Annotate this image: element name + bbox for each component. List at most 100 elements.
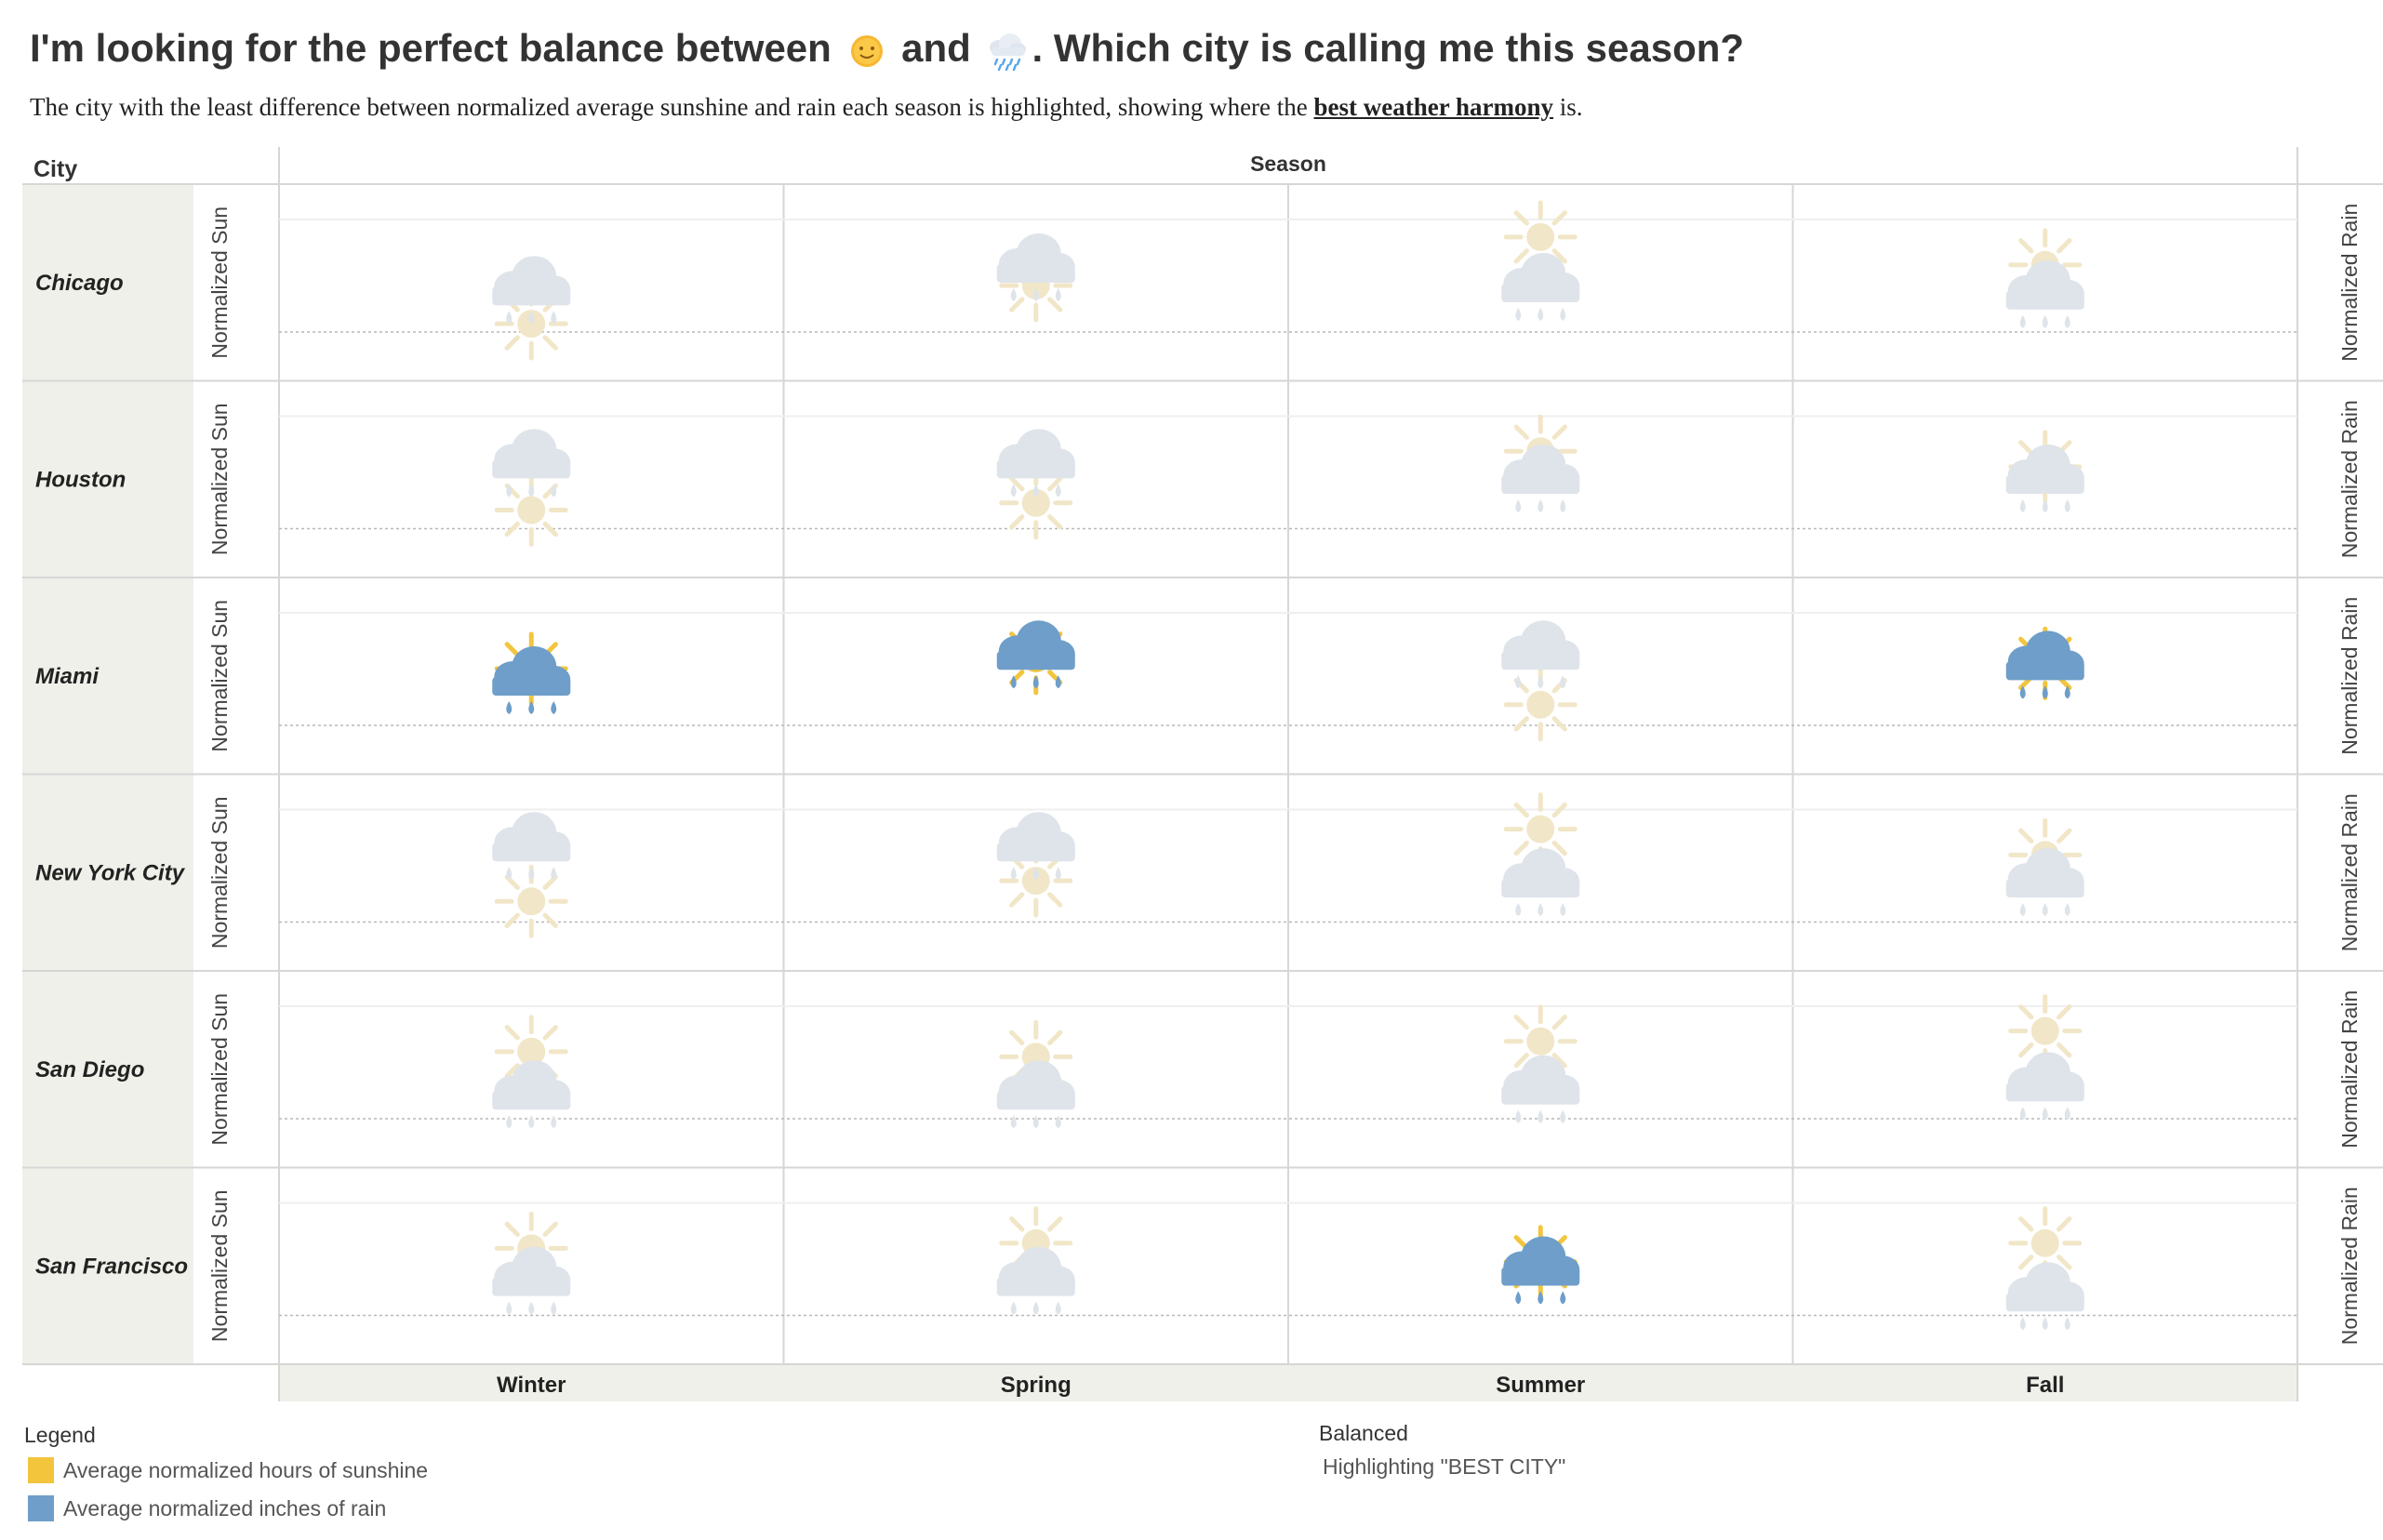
cloud-base — [2005, 1293, 2084, 1312]
rain-drop — [1538, 499, 1544, 512]
sun-core — [2030, 1228, 2059, 1257]
cloud-base — [996, 843, 1075, 862]
season-label: Winter — [497, 1373, 566, 1398]
sun-ray — [1047, 514, 1063, 530]
rain-drop — [528, 311, 535, 325]
city-label: New York City — [35, 860, 186, 885]
axis-label-sun: Normalized Sun — [207, 993, 232, 1146]
rain-drop — [2042, 314, 2048, 328]
weather-mark — [996, 1019, 1075, 1129]
weather-mark — [996, 429, 1075, 540]
rain-drop — [1010, 1301, 1017, 1315]
rain-drop — [2064, 1107, 2070, 1121]
cloud-base — [1501, 651, 1580, 670]
sun-core — [1021, 867, 1050, 896]
sun-ray — [1551, 1053, 1567, 1069]
season-label: Spring — [1001, 1373, 1072, 1398]
cloud-base — [2005, 290, 2084, 310]
rain-drop — [551, 484, 557, 498]
legend-rain-swatch — [28, 1495, 54, 1521]
rain-drop — [1010, 287, 1017, 301]
sun-ray — [1009, 297, 1025, 312]
sun-core — [517, 496, 546, 524]
legend-sun-swatch — [28, 1457, 54, 1483]
sun-ray — [1047, 892, 1063, 908]
sun-ray — [2057, 1042, 2072, 1058]
cloud-base — [492, 677, 571, 697]
axis-label-sun: Normalized Sun — [207, 1189, 232, 1342]
sun-ray — [2018, 1042, 2034, 1058]
sun-core — [1021, 488, 1050, 517]
sun-core — [2030, 1016, 2059, 1045]
cloud-base — [2005, 879, 2084, 898]
weather-mark-highlighted — [2005, 626, 2084, 700]
weather-mark-highlighted — [996, 620, 1075, 696]
rain-drop — [1032, 867, 1039, 881]
rain-drop — [1010, 484, 1017, 498]
sun-ray — [1551, 1015, 1567, 1030]
rain-drop — [551, 311, 557, 325]
sun-ray — [504, 1025, 520, 1041]
weather-mark — [492, 429, 571, 548]
legend-sun-label: Average normalized hours of sunshine — [63, 1458, 429, 1482]
sun-emoji-icon — [850, 34, 883, 67]
axis-label-rain: Normalized Rain — [2337, 204, 2362, 362]
weather-mark-highlighted — [492, 631, 571, 715]
city-label: Miami — [35, 664, 100, 689]
rain-drop — [1515, 308, 1522, 322]
sun-ray — [1513, 248, 1529, 264]
rain-drop — [1538, 675, 1544, 689]
rain-drop — [551, 867, 557, 881]
rain-drop — [1055, 287, 1061, 301]
cloud-base — [996, 1277, 1075, 1296]
axis-label-sun: Normalized Sun — [207, 206, 232, 359]
rain-drop — [2019, 499, 2026, 512]
weather-mark — [2005, 228, 2084, 328]
sun-core — [1526, 222, 1555, 251]
rain-drop — [2064, 314, 2070, 328]
title-part-1: I'm looking for the perfect balance betw… — [30, 26, 832, 70]
weather-mark — [2005, 994, 2084, 1121]
rain-drop — [1032, 484, 1039, 498]
rain-drop — [1560, 903, 1566, 917]
sun-core — [1526, 1027, 1555, 1055]
rain-drop — [1032, 675, 1039, 689]
sun-ray — [2018, 1216, 2034, 1232]
rain-drop — [1055, 675, 1061, 689]
rain-drop — [2064, 685, 2070, 699]
rain-drop — [1515, 903, 1522, 917]
page-title: I'm looking for the perfect balance betw… — [30, 26, 1744, 72]
weather-mark — [996, 812, 1075, 918]
season-label: Summer — [1496, 1373, 1585, 1398]
cloud-base — [2005, 661, 2084, 681]
rain-drop — [528, 1115, 535, 1129]
sun-ray — [504, 1063, 520, 1079]
cloud-base — [1501, 1085, 1580, 1105]
weather-mark — [1501, 1004, 1580, 1123]
rain-drop — [2019, 1107, 2026, 1121]
city-header: City — [33, 156, 77, 182]
weather-mark — [492, 812, 571, 938]
sun-ray — [1551, 802, 1567, 818]
rain-drop — [1515, 1291, 1522, 1305]
sun-core — [1526, 690, 1555, 719]
cloud-base — [492, 459, 571, 479]
axis-label-sun: Normalized Sun — [207, 403, 232, 555]
rain-drop — [2042, 499, 2048, 512]
sun-ray — [504, 521, 520, 538]
sun-ray — [504, 335, 520, 351]
weather-mark — [1501, 792, 1580, 917]
weather-mark — [2005, 817, 2084, 917]
weather-mark — [492, 1211, 571, 1315]
rain-drop — [2042, 1317, 2048, 1331]
rain-cloud-emoji-icon — [989, 33, 1026, 72]
sun-ray — [1551, 424, 1567, 440]
title-part-2: and — [901, 26, 971, 70]
rain-drop — [1032, 287, 1039, 301]
sun-ray — [2018, 1255, 2034, 1270]
sun-ray — [1513, 1015, 1529, 1030]
rain-drop — [1055, 1115, 1061, 1129]
sun-ray — [542, 521, 558, 538]
